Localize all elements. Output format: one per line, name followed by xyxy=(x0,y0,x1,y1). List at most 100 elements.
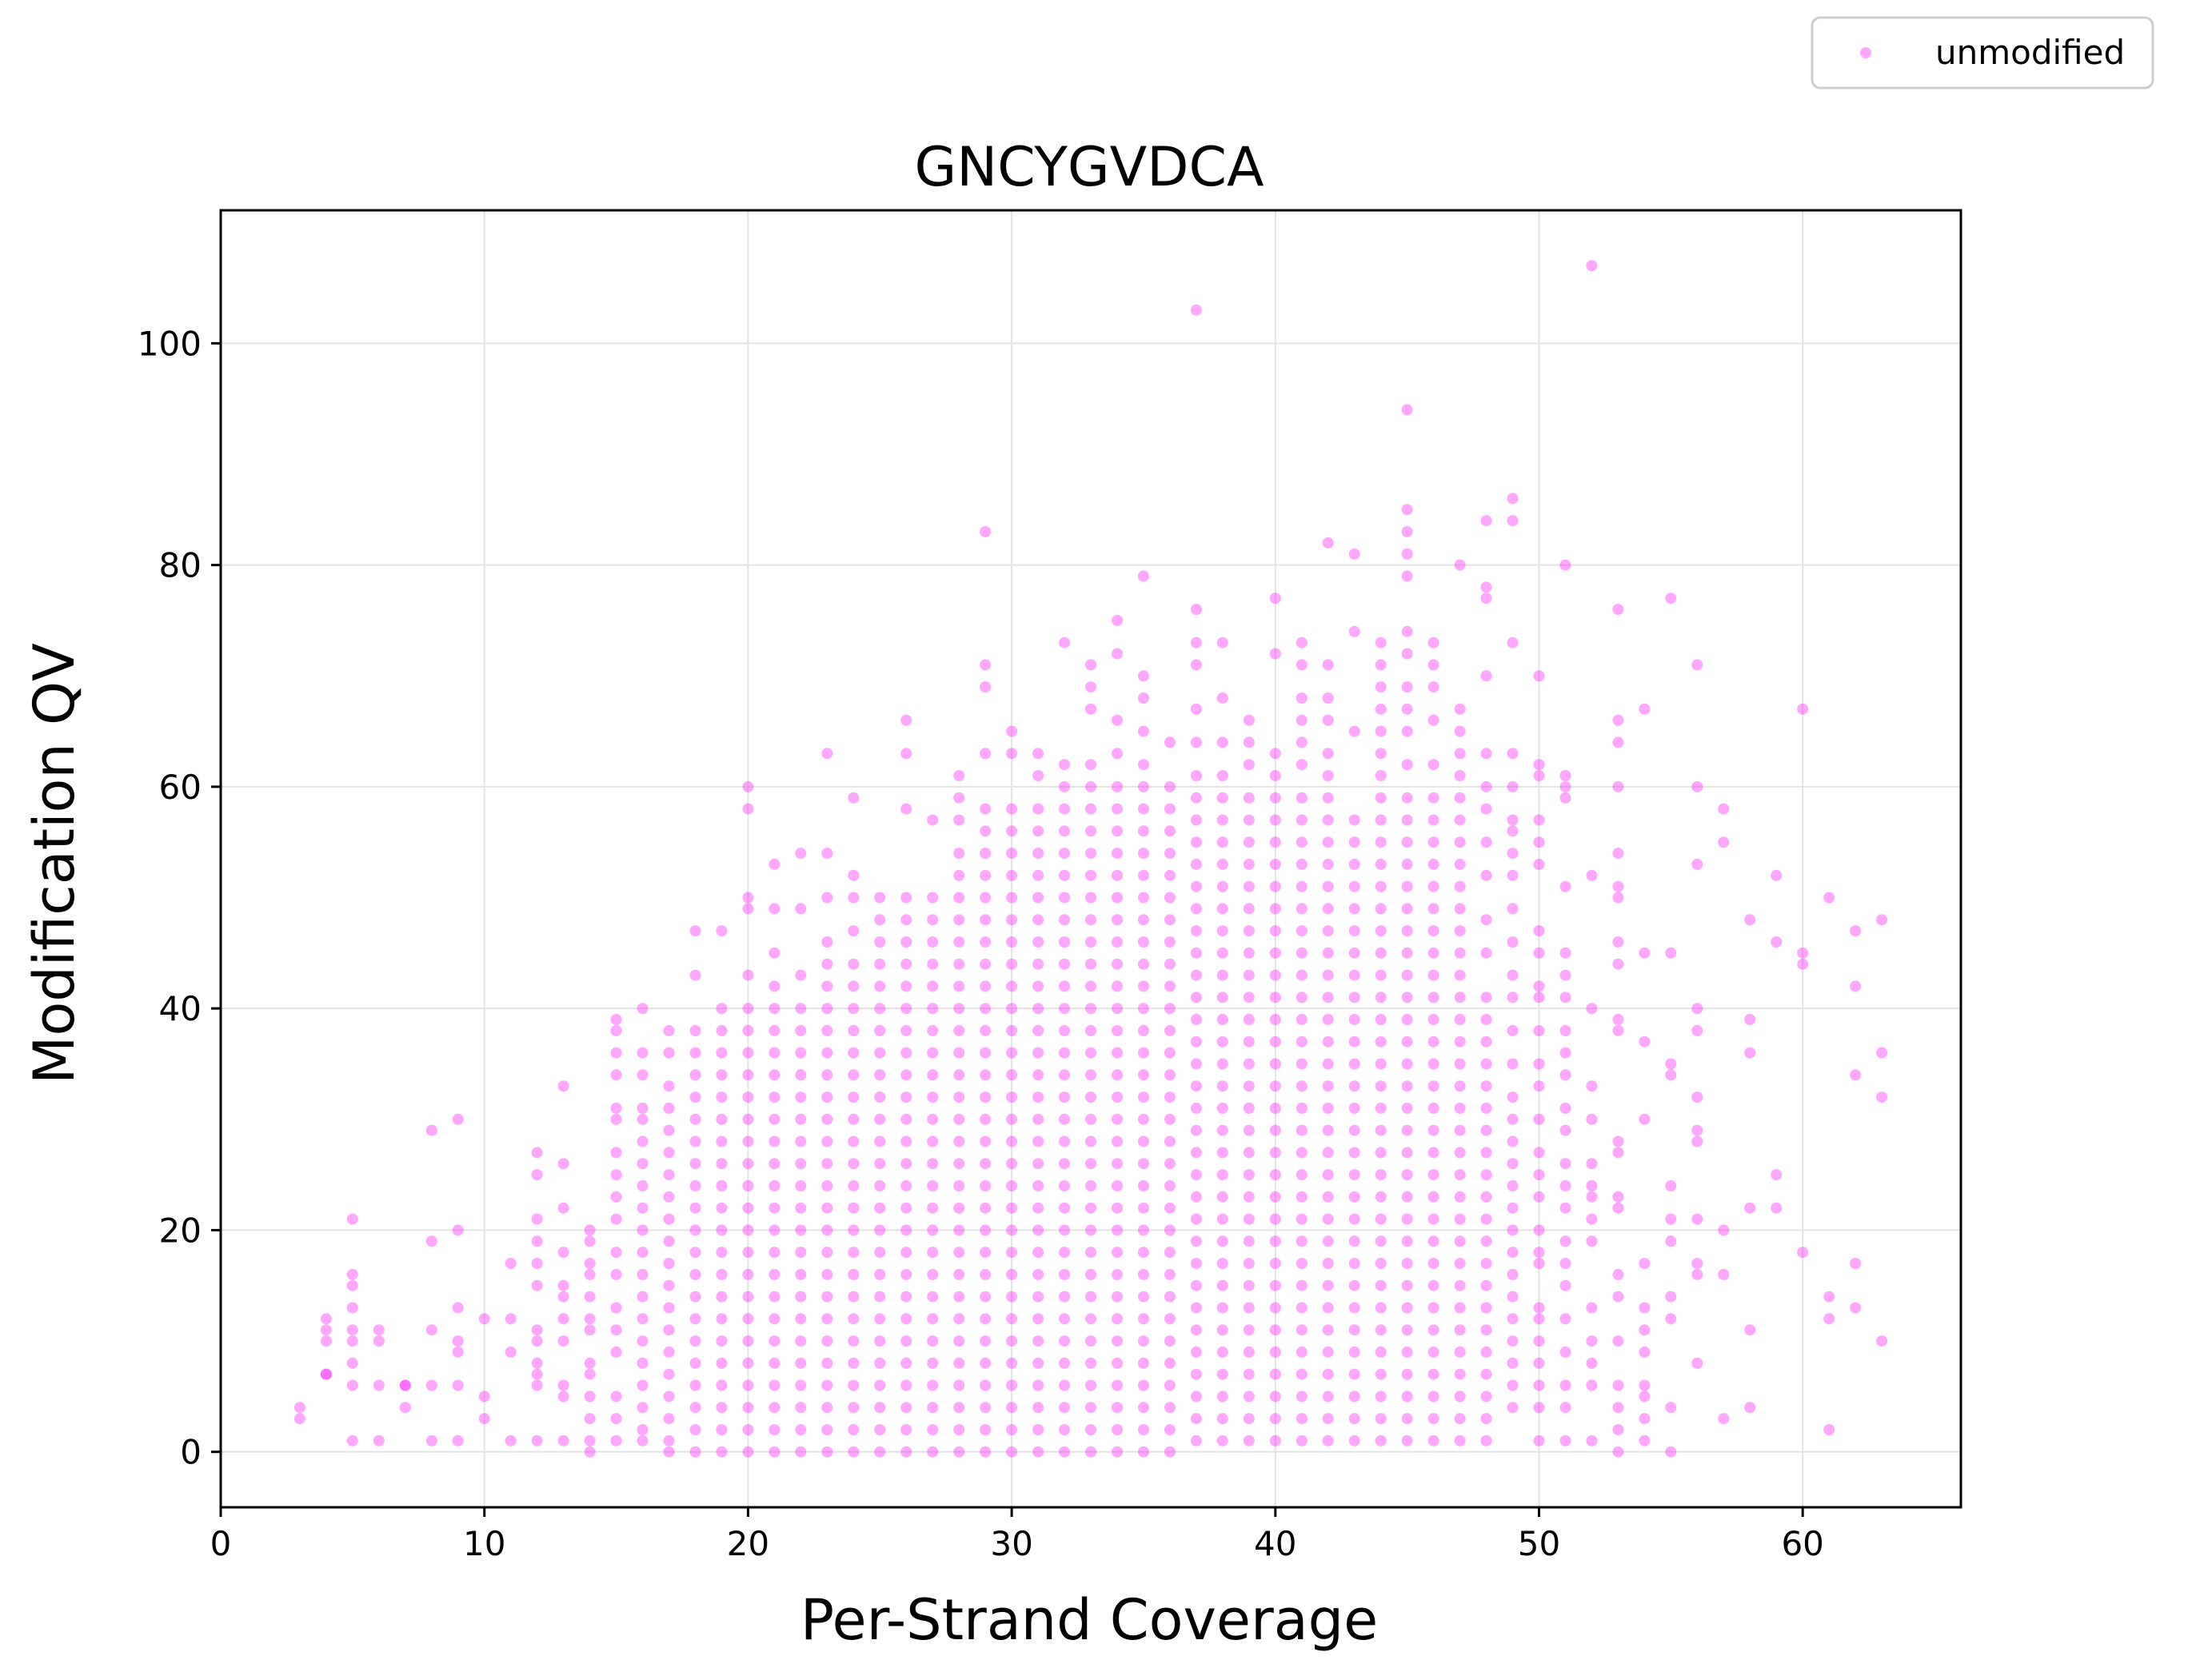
data-point xyxy=(1850,1302,1862,1314)
data-point xyxy=(1533,992,1545,1004)
data-point xyxy=(1612,1335,1624,1347)
data-point xyxy=(953,914,965,926)
data-point xyxy=(980,1402,992,1414)
data-point xyxy=(531,1279,543,1291)
data-point xyxy=(769,1268,781,1280)
data-point xyxy=(874,1135,886,1147)
data-point xyxy=(742,1069,754,1081)
data-point xyxy=(1375,1391,1387,1403)
data-point xyxy=(1454,559,1466,571)
data-point xyxy=(1348,1302,1360,1314)
data-point xyxy=(1296,792,1308,804)
data-point xyxy=(663,1279,675,1291)
data-point xyxy=(1032,869,1044,881)
data-point xyxy=(1216,1346,1228,1358)
y-tick-label: 0 xyxy=(180,1433,202,1472)
data-point xyxy=(1401,903,1413,915)
data-point xyxy=(1559,559,1571,571)
data-point xyxy=(1480,748,1492,760)
data-point xyxy=(1112,714,1123,726)
data-point xyxy=(1085,1091,1096,1103)
data-point xyxy=(637,1435,649,1447)
data-point xyxy=(1454,836,1466,848)
data-point xyxy=(584,1235,596,1247)
data-point xyxy=(1137,1202,1149,1214)
data-point xyxy=(1322,1036,1334,1048)
data-point xyxy=(1665,1180,1677,1191)
data-point xyxy=(637,1402,649,1414)
data-point xyxy=(716,1291,728,1303)
data-point xyxy=(927,1446,939,1458)
data-point xyxy=(1059,1091,1070,1103)
data-point xyxy=(1032,936,1044,948)
data-point xyxy=(1216,636,1228,648)
data-point xyxy=(1059,1158,1070,1170)
data-point xyxy=(1190,1036,1202,1048)
data-point xyxy=(927,980,939,992)
data-point xyxy=(1243,903,1255,915)
data-point xyxy=(1427,1191,1439,1203)
data-point xyxy=(1586,1113,1598,1125)
data-point xyxy=(1375,1279,1387,1291)
data-point xyxy=(1454,1324,1466,1336)
data-point xyxy=(1059,780,1070,792)
data-point xyxy=(1243,1147,1255,1159)
data-point xyxy=(1348,1235,1360,1247)
data-point xyxy=(1480,914,1492,926)
data-point xyxy=(637,1268,649,1280)
data-point xyxy=(742,780,754,792)
data-point xyxy=(1085,659,1096,671)
data-point xyxy=(1216,858,1228,870)
data-point xyxy=(1480,1102,1492,1114)
data-point xyxy=(1112,1224,1123,1236)
data-point xyxy=(1032,1024,1044,1036)
data-point xyxy=(1507,1058,1519,1070)
data-point xyxy=(848,1158,860,1170)
data-point xyxy=(637,1113,649,1125)
data-point xyxy=(821,892,833,904)
data-point xyxy=(1112,1202,1123,1214)
data-point xyxy=(1137,1313,1149,1325)
data-point xyxy=(1480,780,1492,792)
data-point xyxy=(1243,1080,1255,1092)
data-point xyxy=(1401,858,1413,870)
data-point xyxy=(1269,770,1281,781)
data-point xyxy=(1190,792,1202,804)
data-point xyxy=(1216,1213,1228,1225)
data-point xyxy=(1296,1036,1308,1048)
data-point xyxy=(795,1069,807,1081)
data-point xyxy=(1559,1158,1571,1170)
data-point xyxy=(1085,1047,1096,1059)
data-point xyxy=(927,1335,939,1347)
data-point xyxy=(900,1091,912,1103)
data-point xyxy=(742,1402,754,1414)
data-point xyxy=(1612,1402,1624,1414)
data-point xyxy=(1216,836,1228,848)
data-point xyxy=(1480,1147,1492,1159)
data-point xyxy=(742,1003,754,1015)
data-point xyxy=(1085,1357,1096,1369)
data-point xyxy=(1269,1413,1281,1425)
data-point xyxy=(1375,1080,1387,1092)
data-point xyxy=(637,1335,649,1347)
data-point xyxy=(1243,858,1255,870)
data-point xyxy=(1032,980,1044,992)
data-point xyxy=(1112,1003,1123,1015)
data-point xyxy=(900,936,912,948)
data-point xyxy=(610,1302,622,1314)
data-point xyxy=(742,1291,754,1303)
data-point xyxy=(1823,1313,1835,1325)
data-point xyxy=(1006,725,1018,737)
data-point xyxy=(1164,1091,1176,1103)
data-point xyxy=(1164,980,1176,992)
data-point xyxy=(1559,1202,1571,1214)
data-point xyxy=(821,1224,833,1236)
data-point xyxy=(1348,925,1360,937)
data-point xyxy=(848,980,860,992)
y-axis-ticks: 0 20 40 60 80 100 xyxy=(138,324,221,1472)
data-point xyxy=(1006,1091,1018,1103)
data-point xyxy=(1216,903,1228,915)
data-point xyxy=(1348,969,1360,981)
data-point xyxy=(1190,1191,1202,1203)
data-point xyxy=(1216,947,1228,959)
